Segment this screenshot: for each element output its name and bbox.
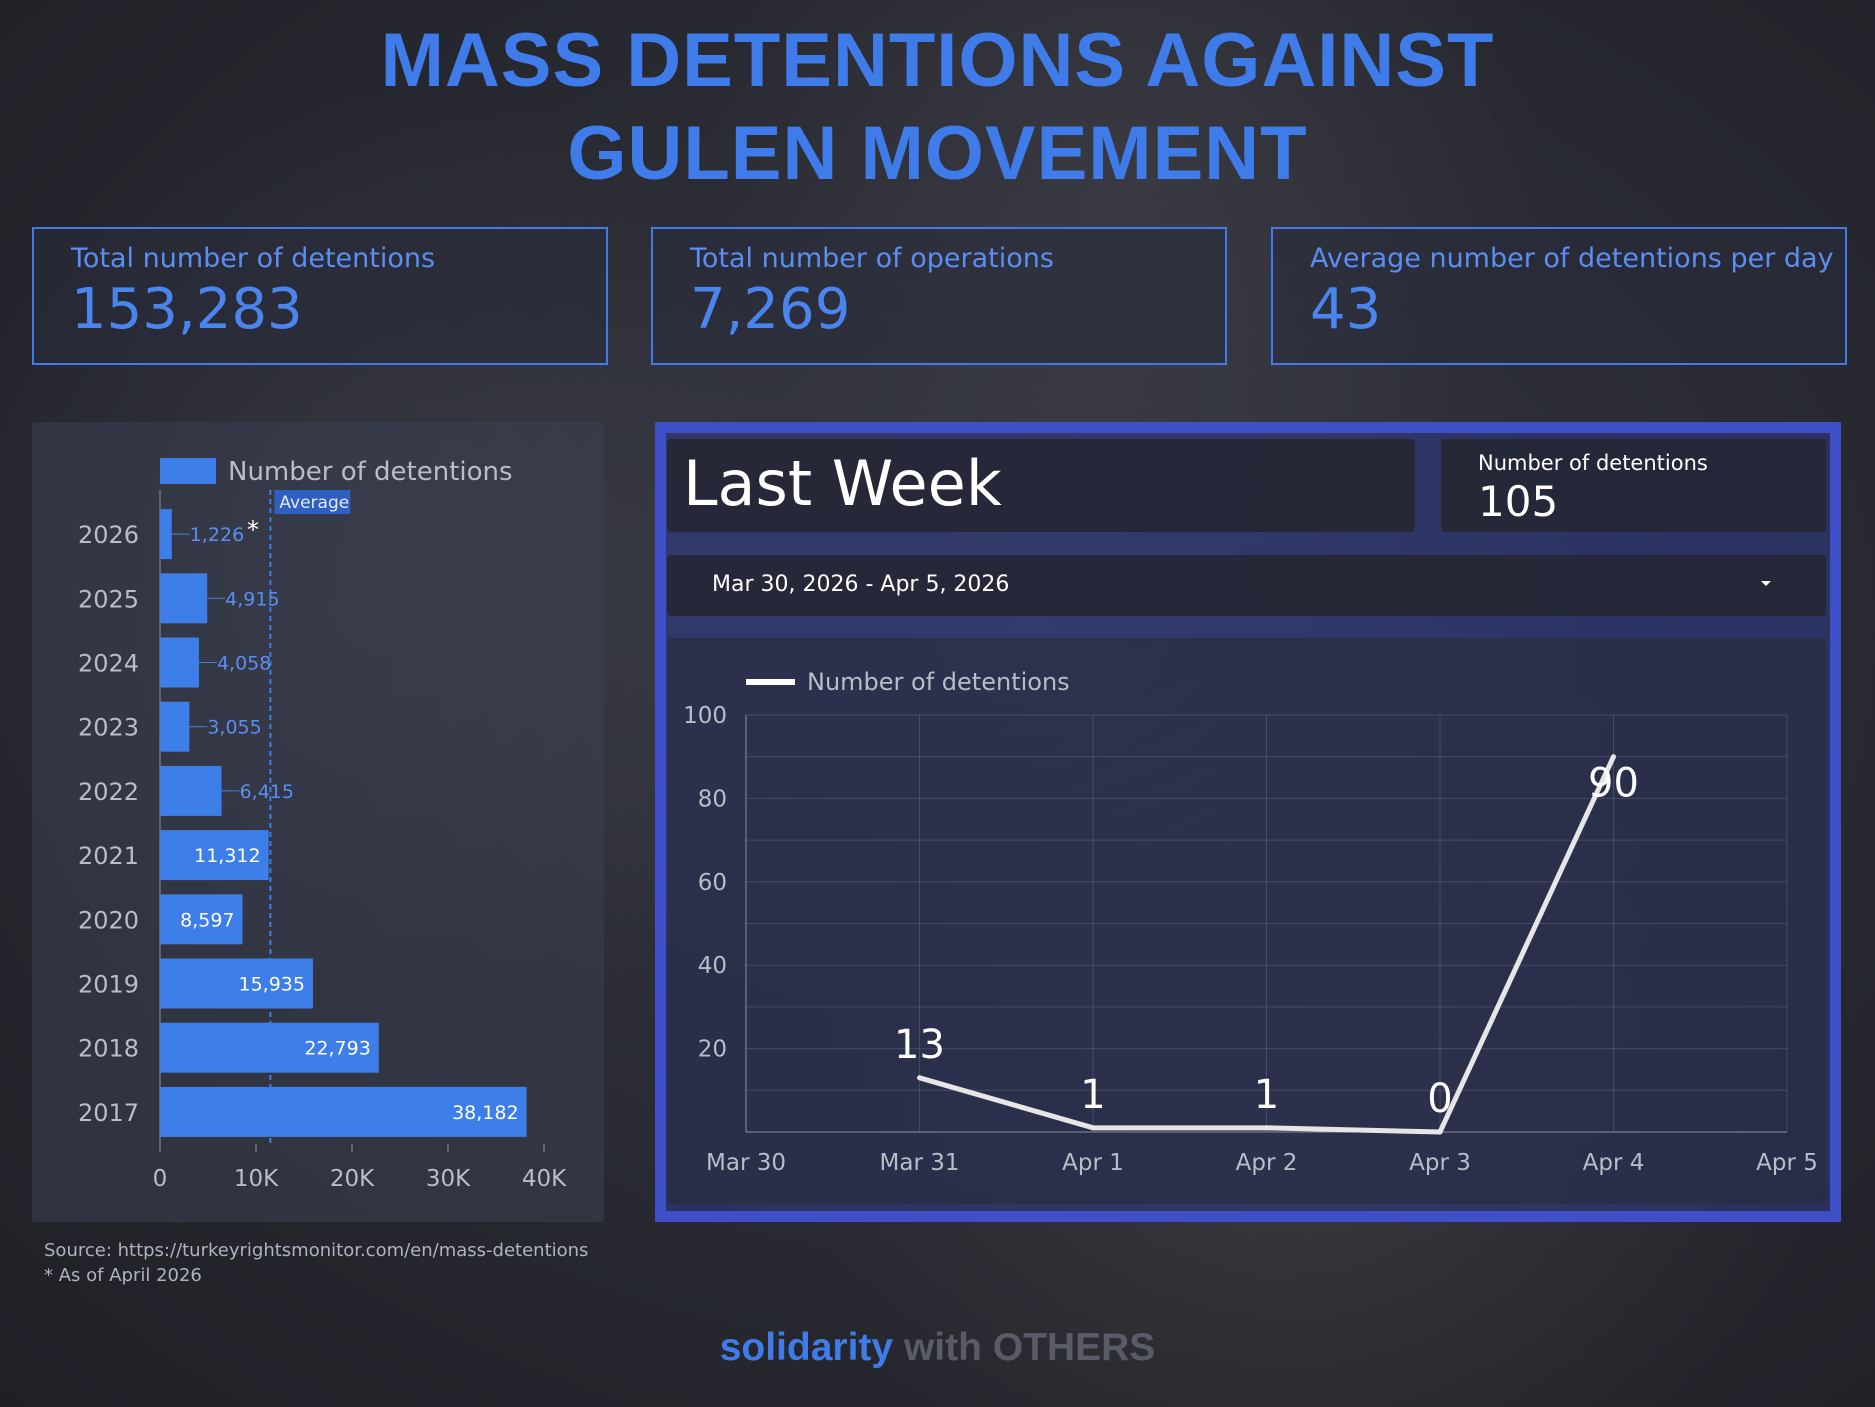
category-label: 2022: [78, 778, 139, 806]
x-tick-label: Apr 3: [1409, 1150, 1471, 1176]
y-tick-label: 100: [683, 703, 727, 729]
data-label: 1: [1080, 1072, 1105, 1118]
date-range-value: Mar 30, 2026 - Apr 5, 2026: [712, 572, 1010, 597]
brand-part2: with OTHERS: [893, 1326, 1156, 1369]
data-label: 3,055: [207, 717, 261, 739]
category-label: 2026: [78, 521, 139, 549]
weekly-chart-panel: Number of detentions 20 40 60 80 100 Mar 30 Mar…: [667, 638, 1826, 1204]
data-label: 15,935: [238, 974, 304, 996]
data-point: [917, 1075, 922, 1081]
data-label: 4,058: [217, 653, 271, 675]
last-week-title: Last Week: [683, 447, 1002, 520]
yearly-bar-chart: Number of detentions Average 2026 1,226 2025…: [78, 457, 567, 1192]
bar: [160, 958, 313, 1009]
kpi-total-detentions: Total number of detentions 153,283: [32, 227, 608, 365]
data-point: [1611, 754, 1616, 760]
data-point: [1264, 1125, 1269, 1131]
average-label: Average: [279, 493, 349, 513]
x-tick-label: 20K: [330, 1166, 375, 1192]
kpi-value: 153,283: [71, 277, 303, 342]
bar: [160, 637, 199, 688]
x-tick-label: 30K: [426, 1166, 471, 1192]
kpi-label: Total number of operations: [690, 243, 1054, 274]
y-tick-label: 20: [698, 1037, 727, 1063]
bar: [160, 830, 269, 881]
average-label-box: [274, 490, 351, 514]
category-label: 2019: [78, 971, 139, 999]
x-tick-label: 0: [153, 1166, 168, 1192]
x-tick-label: 40K: [522, 1166, 567, 1192]
data-point: [1437, 1129, 1443, 1135]
kpi-label: Total number of detentions: [71, 243, 436, 274]
kpi-value: 7,269: [690, 277, 851, 342]
last-week-header: Last Week: [667, 439, 1415, 532]
scorecard-value: 105: [1478, 477, 1559, 526]
data-label: 6,415: [240, 781, 294, 803]
bar: [160, 765, 222, 816]
data-label: 13: [894, 1022, 945, 1068]
x-tick-label: Apr 1: [1062, 1150, 1124, 1176]
source-link[interactable]: Source: https://turkeyrightsmonitor.com/…: [44, 1240, 589, 1261]
data-label: 1,226: [190, 524, 244, 546]
kpi-average-per-day: Average number of detentions per day 43: [1271, 227, 1847, 365]
scorecard-label: Number of detentions: [1478, 451, 1708, 475]
category-label: 2017: [78, 1099, 139, 1127]
bar: [160, 509, 172, 560]
x-tick-label: Mar 30: [706, 1150, 786, 1176]
data-label: 22,793: [304, 1038, 370, 1060]
y-tick-label: 80: [698, 786, 727, 812]
y-tick-label: 60: [698, 870, 727, 896]
annotation-asterisk: *: [247, 516, 259, 544]
page-title-line1: MASS DETENTIONS AGAINST: [380, 18, 1495, 103]
brand-part1: solidarity: [719, 1326, 894, 1369]
category-label: 2018: [78, 1035, 139, 1063]
page-title-line2: GULEN MOVEMENT: [567, 111, 1308, 196]
kpi-total-operations: Total number of operations 7,269: [651, 227, 1227, 365]
category-label: 2020: [78, 906, 139, 934]
source-note: Source: https://turkeyrightsmonitor.com/…: [44, 1238, 588, 1288]
y-tick-label: 40: [698, 953, 727, 979]
dropdown-caret-icon: [1761, 581, 1771, 586]
data-label: 8,597: [180, 909, 234, 931]
data-point: [1090, 1125, 1096, 1131]
data-label: 1: [1254, 1072, 1279, 1118]
category-label: 2025: [78, 585, 139, 613]
page-title: MASS DETENTIONS AGAINST GULEN MOVEMENT: [0, 14, 1875, 200]
legend-label: Number of detentions: [807, 668, 1070, 696]
x-tick-label: Mar 31: [880, 1150, 960, 1176]
category-label: 2024: [78, 650, 139, 678]
kpi-label: Average number of detentions per day: [1310, 243, 1834, 274]
bar: [160, 1022, 379, 1073]
data-label: 11,312: [194, 845, 260, 867]
legend-label: Number of detentions: [228, 457, 513, 487]
bar: [160, 894, 243, 945]
weekly-detentions-scorecard: Number of detentions 105: [1441, 439, 1826, 532]
bar: [160, 701, 190, 752]
date-range-selector[interactable]: Mar 30, 2026 - Apr 5, 2026: [667, 555, 1826, 616]
x-tick-label: Apr 5: [1756, 1150, 1818, 1176]
brand-logo: solidarity with OTHERS: [0, 1326, 1875, 1370]
bar: [160, 573, 208, 624]
data-label: 4,915: [225, 588, 279, 610]
x-tick-label: Apr 2: [1236, 1150, 1298, 1176]
category-label: 2023: [78, 714, 139, 742]
data-label: 0: [1427, 1076, 1452, 1122]
data-label: 38,182: [452, 1102, 518, 1124]
bar: [160, 1086, 527, 1137]
data-label: 90: [1588, 761, 1639, 807]
category-label: 2021: [78, 842, 139, 870]
weekly-line-chart: Number of detentions 20 40 60 80 100 Mar 30 Mar…: [683, 668, 1818, 1176]
x-tick-label: Apr 4: [1583, 1150, 1645, 1176]
yearly-chart-panel: Number of detentions Average 2026 1,226 2025…: [32, 422, 604, 1222]
kpi-value: 43: [1310, 277, 1382, 342]
legend-swatch: [160, 458, 216, 484]
x-tick-label: 10K: [234, 1166, 279, 1192]
footnote: * As of April 2026: [44, 1265, 202, 1286]
